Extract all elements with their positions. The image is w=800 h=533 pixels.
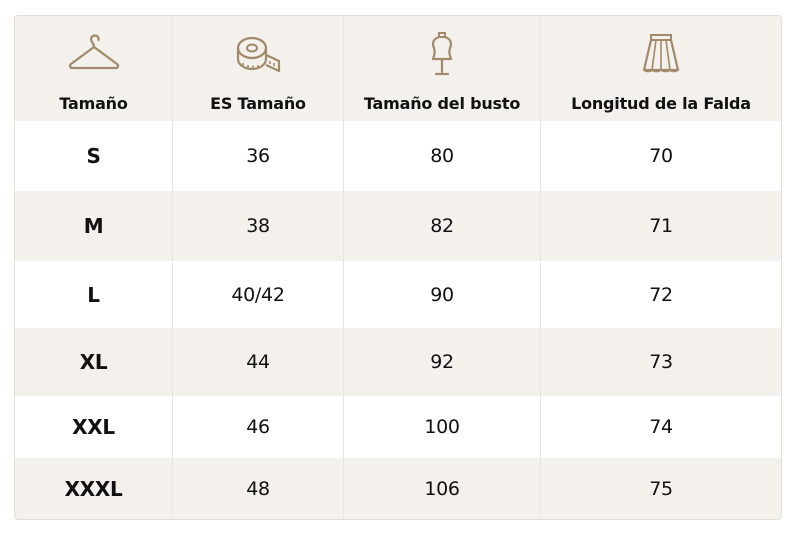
bust-size-cell: 82	[344, 191, 541, 261]
size-label-cell: XXL	[15, 396, 173, 458]
table-row: M 38 82 71	[15, 191, 781, 261]
es-size-cell: 40/42	[173, 261, 344, 328]
es-size-cell: 48	[173, 458, 344, 519]
table-row: XXL 46 100 74	[15, 396, 781, 458]
size-label-cell: S	[15, 121, 173, 191]
table-row: L 40/42 90 72	[15, 261, 781, 328]
table-header-row: Tamaño ES Tamaño	[15, 16, 781, 121]
skirt-length-cell: 74	[649, 416, 673, 438]
es-size-cell: 46	[173, 396, 344, 458]
table-row: S 36 80 70	[15, 121, 781, 191]
skirt-length-cell: 75	[649, 477, 673, 500]
header-label-es-size: ES Tamaño	[210, 94, 306, 113]
size-chart-table: Tamaño ES Tamaño	[14, 15, 782, 520]
header-cell-bust-size: Tamaño del busto	[344, 16, 541, 121]
skirt-length-cell: 70	[649, 145, 673, 167]
bust-size-cell: 90	[344, 261, 541, 328]
size-label-cell: XL	[15, 328, 173, 396]
size-label-cell: L	[15, 261, 173, 328]
es-size-cell: 44	[173, 328, 344, 396]
size-label-cell: XXXL	[15, 458, 173, 519]
header-label-bust-size: Tamaño del busto	[363, 94, 521, 113]
skirt-length-cell: 72	[649, 283, 673, 306]
size-label-cell: M	[15, 191, 173, 261]
header-label-skirt-length: Longitud de la Falda	[571, 94, 751, 113]
table-row: XL 44 92 73	[15, 328, 781, 396]
bust-size-cell: 80	[344, 121, 541, 191]
bust-size-cell: 100	[344, 396, 541, 458]
bust-size-cell: 92	[344, 328, 541, 396]
skirt-length-cell: 71	[649, 215, 673, 237]
hanger-icon	[64, 28, 124, 80]
bust-size-cell: 106	[344, 458, 541, 519]
es-size-cell: 36	[173, 121, 344, 191]
table-row: XXXL 48 106 75	[15, 458, 781, 519]
skirt-icon	[631, 28, 691, 80]
es-size-cell: 38	[173, 191, 344, 261]
header-cell-skirt-length: Longitud de la Falda	[541, 16, 781, 121]
mannequin-icon	[412, 28, 472, 80]
skirt-length-cell: 73	[649, 351, 673, 373]
measuring-tape-icon	[228, 28, 288, 80]
header-label-size: Tamaño	[59, 94, 128, 113]
header-cell-es-size: ES Tamaño	[173, 16, 344, 121]
header-cell-size: Tamaño	[15, 16, 173, 121]
